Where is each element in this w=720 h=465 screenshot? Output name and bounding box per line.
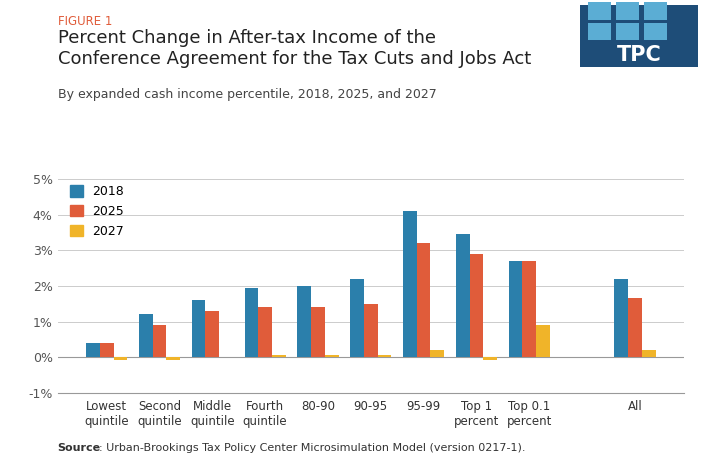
Text: : Urban-Brookings Tax Policy Center Microsimulation Model (version 0217-1).: : Urban-Brookings Tax Policy Center Micr… xyxy=(99,443,526,453)
Bar xyxy=(642,350,655,357)
Text: FIGURE 1: FIGURE 1 xyxy=(58,15,112,28)
Bar xyxy=(536,325,550,357)
Bar xyxy=(325,355,338,357)
Bar xyxy=(139,314,153,357)
Legend: 2018, 2025, 2027: 2018, 2025, 2027 xyxy=(70,185,125,238)
Bar xyxy=(456,234,469,357)
Bar xyxy=(469,254,483,357)
Text: Percent Change in After-tax Income of the
Conference Agreement for the Tax Cuts : Percent Change in After-tax Income of th… xyxy=(58,29,531,68)
Bar xyxy=(628,299,642,357)
Text: Source: Source xyxy=(58,443,101,453)
Text: TPC: TPC xyxy=(616,45,662,66)
Bar xyxy=(350,279,364,357)
Bar xyxy=(192,300,205,357)
Bar xyxy=(100,343,114,357)
Bar xyxy=(378,355,392,357)
Bar xyxy=(258,307,272,357)
Bar xyxy=(431,350,444,357)
Bar xyxy=(153,325,166,357)
Bar xyxy=(166,357,180,360)
Bar xyxy=(523,261,536,357)
Bar xyxy=(114,357,127,360)
Bar xyxy=(245,288,258,357)
Bar xyxy=(272,355,286,357)
Bar xyxy=(205,311,219,357)
Bar xyxy=(297,286,311,357)
Bar xyxy=(311,307,325,357)
Bar xyxy=(483,357,497,360)
Bar xyxy=(364,304,378,357)
Bar xyxy=(403,211,417,357)
Bar xyxy=(508,261,523,357)
Bar xyxy=(614,279,628,357)
Text: By expanded cash income percentile, 2018, 2025, and 2027: By expanded cash income percentile, 2018… xyxy=(58,88,436,101)
Bar xyxy=(86,343,100,357)
Bar xyxy=(417,243,431,357)
